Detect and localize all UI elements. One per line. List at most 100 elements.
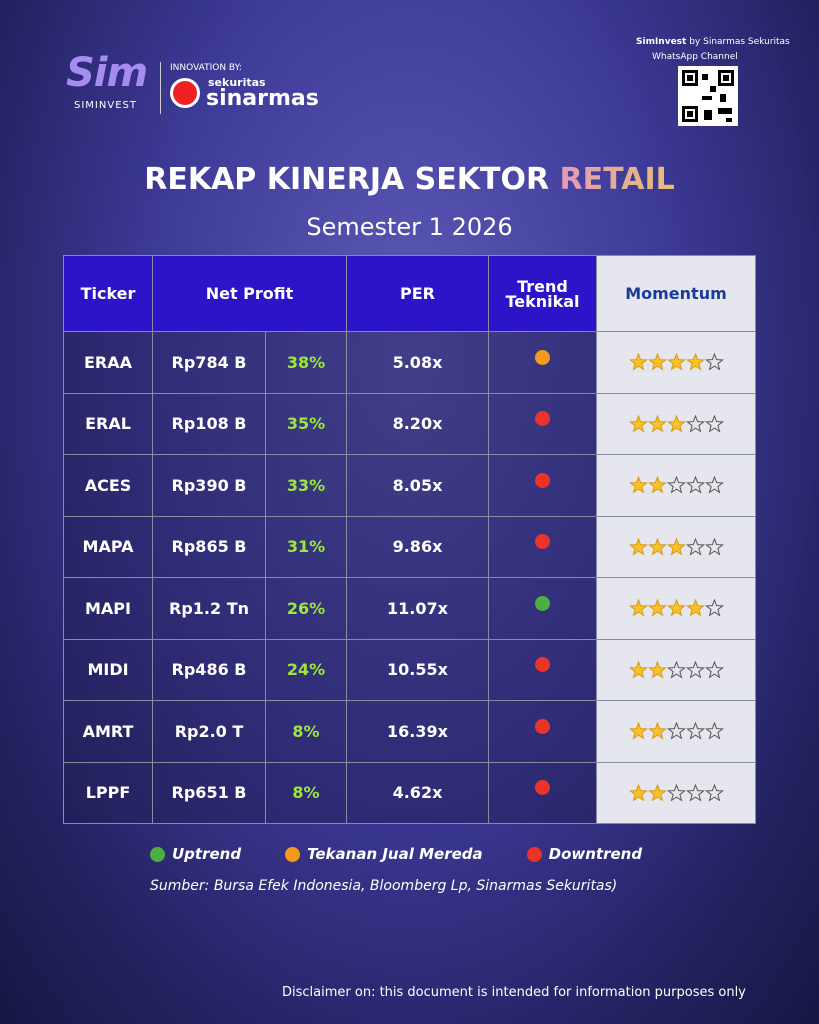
momentum-cell [596, 577, 756, 640]
trend-dot [535, 595, 550, 611]
per-cell: 10.55x [346, 638, 489, 701]
momentum-stars [628, 353, 724, 371]
momentum-stars [628, 783, 724, 802]
net-profit-cell: Rp865 B [152, 515, 266, 578]
momentum-cell [596, 392, 756, 455]
trend-cell [488, 700, 597, 763]
channel-label: WhatsApp Channel [652, 52, 738, 62]
legend-label: Downtrend [548, 845, 643, 863]
star [628, 353, 648, 371]
disclaimer: Disclaimer on: this document is intended… [282, 985, 746, 1000]
trend-cell [488, 331, 597, 394]
trend-dot [535, 411, 550, 427]
star [628, 537, 648, 556]
ticker-cell: ERAL [63, 392, 153, 455]
star [666, 783, 686, 802]
legend-label: Tekanan Jual Mereda [307, 845, 483, 863]
channel-by: by Sinarmas Sekuritas [689, 37, 790, 47]
star [647, 783, 667, 802]
star [704, 783, 724, 802]
legend-item: Uptrend [150, 845, 241, 863]
ticker-cell: ACES [63, 454, 153, 517]
trend-cell [488, 577, 597, 640]
momentum-stars [628, 722, 724, 740]
legend: Uptrend Tekanan Jual Mereda Downtrend [150, 845, 642, 863]
star [666, 476, 686, 494]
momentum-cell [596, 515, 756, 578]
momentum-cell [596, 454, 756, 517]
star [628, 476, 648, 494]
star [685, 660, 705, 679]
star [704, 722, 724, 740]
legend-dot [285, 846, 301, 862]
net-profit-cell: Rp108 B [152, 392, 266, 455]
trend-cell [488, 392, 597, 455]
ticker-cell: MAPA [63, 515, 153, 578]
star [685, 599, 705, 617]
star [647, 537, 667, 556]
star [666, 660, 686, 679]
per-cell: 8.05x [346, 454, 489, 517]
star [666, 537, 686, 556]
per-cell: 8.20x [346, 392, 489, 455]
star [685, 414, 705, 433]
ticker-cell: MAPI [63, 577, 153, 640]
star [704, 537, 724, 556]
trend-cell [488, 515, 597, 578]
channel-brand: SimInvest [636, 37, 687, 47]
header-cell: Ticker [63, 255, 153, 332]
per-cell: 9.86x [346, 515, 489, 578]
momentum-cell [596, 700, 756, 763]
star [704, 476, 724, 494]
momentum-stars [628, 660, 724, 679]
momentum-cell [596, 331, 756, 394]
ticker-cell: AMRT [63, 700, 153, 763]
star [647, 599, 667, 617]
trend-cell [488, 761, 597, 824]
logo-caption: SIMINVEST [74, 100, 137, 111]
per-cell: 11.07x [346, 577, 489, 640]
star [685, 722, 705, 740]
trend-dot [535, 472, 550, 488]
partner-big: sinarmas [206, 86, 319, 111]
net-profit-cell: Rp651 B [152, 761, 266, 824]
growth-cell: 35% [265, 392, 347, 455]
star [666, 722, 686, 740]
source: Sumber: Bursa Efek Indonesia, Bloomberg … [150, 878, 618, 894]
legend-label: Uptrend [172, 845, 242, 863]
ticker-cell: LPPF [63, 761, 153, 824]
growth-cell: 33% [265, 454, 347, 517]
header-cell: Trend Teknikal [488, 255, 597, 332]
star [628, 783, 648, 802]
trend-cell [488, 638, 597, 701]
star [685, 476, 705, 494]
star [666, 414, 686, 433]
header-cell: Momentum [596, 255, 756, 332]
per-cell: 16.39x [346, 700, 489, 763]
title: REKAP KINERJA SEKTOR RETAIL [0, 162, 819, 197]
momentum-cell [596, 638, 756, 701]
star [628, 722, 648, 740]
per-cell: 4.62x [346, 761, 489, 824]
title-highlight: RETAIL [559, 162, 675, 197]
title-main: REKAP KINERJA SEKTOR [144, 162, 550, 197]
net-profit-cell: Rp390 B [152, 454, 266, 517]
star [647, 722, 667, 740]
star [685, 353, 705, 371]
star [647, 414, 667, 433]
logo: Sim [66, 50, 148, 96]
momentum-cell [596, 761, 756, 824]
star [647, 353, 667, 371]
growth-cell: 38% [265, 331, 347, 394]
net-profit-cell: Rp784 B [152, 331, 266, 394]
growth-cell: 8% [265, 761, 347, 824]
star [704, 599, 724, 617]
growth-cell: 24% [265, 638, 347, 701]
header-cell: Net Profit [152, 255, 347, 332]
star [704, 414, 724, 433]
net-profit-cell: Rp1.2 Tn [152, 577, 266, 640]
ticker-cell: MIDI [63, 638, 153, 701]
trend-dot [535, 780, 550, 796]
momentum-stars [628, 414, 724, 433]
